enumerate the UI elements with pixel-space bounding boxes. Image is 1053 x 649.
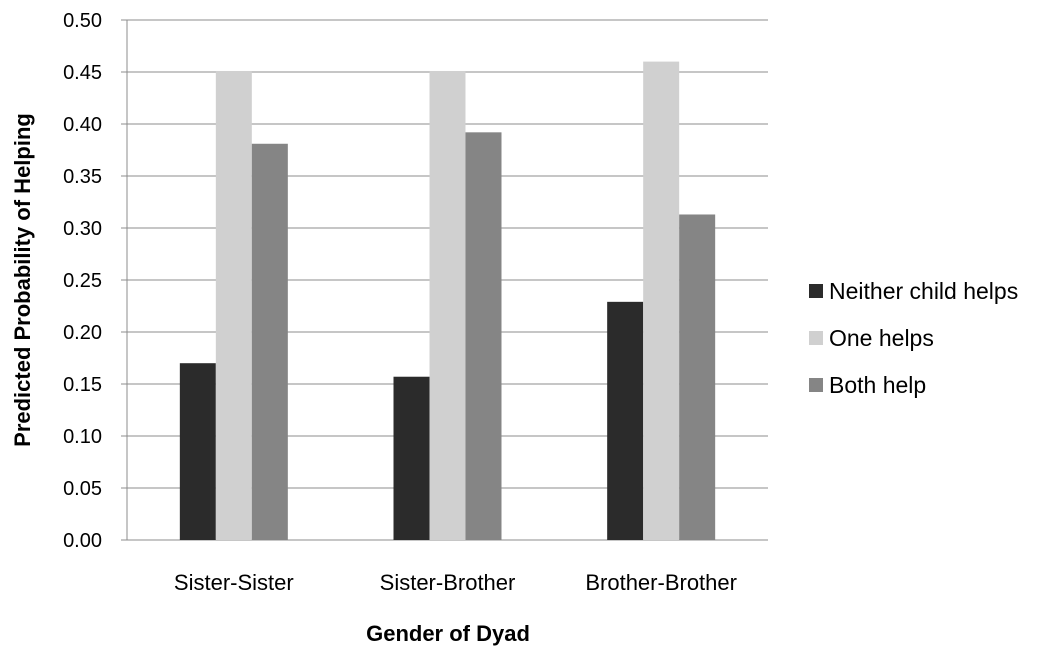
- legend: Neither child helps One helps Both help: [809, 278, 1018, 398]
- y-tick-label: 0.00: [63, 530, 102, 552]
- legend-swatch: [809, 284, 823, 298]
- legend-label: Both help: [829, 372, 926, 398]
- y-tick-label: 0.25: [63, 270, 102, 292]
- y-tick-labels: 0.00 0.05 0.10 0.15 0.20 0.25 0.30 0.35 0.40 0.45…: [63, 10, 102, 552]
- bar: [429, 70, 466, 541]
- bar: [393, 376, 430, 540]
- legend-label: One helps: [829, 325, 934, 351]
- x-tick-label: Sister-Brother: [380, 570, 516, 595]
- bar: [215, 70, 252, 541]
- bar: [251, 143, 288, 540]
- x-tick-label: Sister-Sister: [174, 570, 294, 595]
- x-tick-labels: Sister-Sister Sister-Brother Brother-Broth…: [174, 570, 737, 595]
- legend-swatch: [809, 331, 823, 345]
- x-axis-title: Gender of Dyad: [366, 621, 530, 646]
- y-tick-label: 0.50: [63, 10, 102, 32]
- y-tick-label: 0.30: [63, 218, 102, 240]
- y-tick-label: 0.40: [63, 114, 102, 136]
- y-tick-label: 0.45: [63, 62, 102, 84]
- bar: [179, 363, 216, 540]
- bar: [465, 132, 502, 540]
- y-axis-title: Predicted Probability of Helping: [10, 113, 35, 447]
- y-tick-label: 0.05: [63, 478, 102, 500]
- y-tick-label: 0.35: [63, 166, 102, 188]
- bar: [679, 214, 716, 541]
- bar: [643, 61, 680, 540]
- bars: [179, 61, 716, 541]
- legend-swatch: [809, 378, 823, 392]
- x-tick-label: Brother-Brother: [585, 570, 737, 595]
- y-tick-label: 0.10: [63, 426, 102, 448]
- y-tick-label: 0.15: [63, 374, 102, 396]
- bar: [607, 301, 644, 540]
- legend-label: Neither child helps: [829, 278, 1018, 304]
- y-tick-label: 0.20: [63, 322, 102, 344]
